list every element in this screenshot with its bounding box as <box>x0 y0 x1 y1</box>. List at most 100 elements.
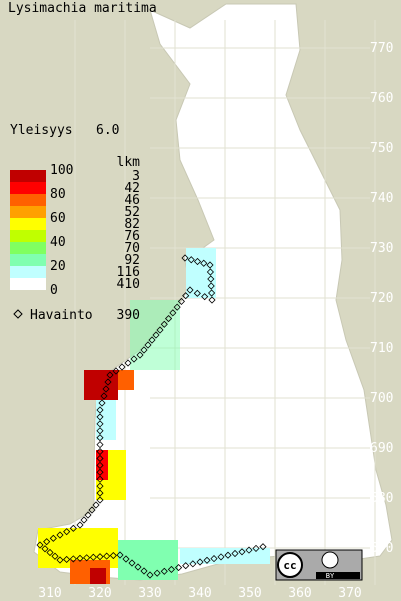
legend-swatch <box>10 266 46 278</box>
observation-marker <box>196 558 204 566</box>
observation-marker <box>96 553 104 561</box>
cc-text: cc <box>283 559 296 572</box>
observation-marker <box>118 363 126 371</box>
observation-marker <box>130 355 138 363</box>
x-label: 310 <box>38 586 61 601</box>
observation-marker <box>46 548 54 557</box>
count: 76 <box>124 229 140 244</box>
legend-swatch <box>10 170 46 182</box>
observation-marker <box>136 351 144 359</box>
y-label: 730 <box>370 241 393 256</box>
count: 46 <box>124 193 140 208</box>
y-label: 760 <box>370 91 393 106</box>
observation-marker <box>100 392 108 400</box>
observation-marker <box>152 331 160 339</box>
observation-marker <box>96 454 104 463</box>
count: 3 <box>132 169 140 184</box>
legend-swatch <box>10 194 46 206</box>
license-badge: cc BY <box>275 549 363 581</box>
scale-label: 100 <box>50 163 73 178</box>
observation-symbol <box>13 309 23 319</box>
observation-marker <box>206 261 214 269</box>
observation-marker <box>144 341 152 349</box>
x-label: 330 <box>138 586 161 601</box>
legend-swatch <box>10 182 46 194</box>
legend-swatch <box>10 230 46 242</box>
observation-marker <box>189 560 197 568</box>
observation-marker <box>96 406 104 414</box>
observation-marker <box>259 543 267 551</box>
observation-label: Havainto <box>30 308 93 323</box>
observation-marker <box>128 559 136 567</box>
observation-marker <box>80 516 88 524</box>
y-label: 740 <box>370 191 393 206</box>
observation-marker <box>36 541 44 549</box>
legend-swatch <box>10 206 46 218</box>
observation-marker <box>201 293 209 301</box>
observation-marker <box>181 254 189 262</box>
cc-circle <box>277 552 303 578</box>
count: 70 <box>124 241 140 256</box>
observation-marker <box>203 556 211 564</box>
observation-count: 390 <box>117 308 140 323</box>
x-label: 340 <box>188 586 211 601</box>
x-label: 370 <box>338 586 361 601</box>
x-label: 350 <box>238 586 261 601</box>
observation-marker <box>96 489 104 497</box>
observation-marker <box>193 257 202 266</box>
observation-marker <box>217 553 225 561</box>
observation-marker <box>106 371 114 379</box>
observation-marker <box>207 275 215 283</box>
observation-marker <box>49 534 57 542</box>
observation-marker <box>160 320 168 328</box>
frequency-value: 6.0 <box>96 123 119 138</box>
count: 410 <box>117 277 140 292</box>
observation-marker <box>103 552 111 560</box>
observation-marker <box>116 551 124 559</box>
observation-marker <box>51 552 59 560</box>
observation-marker <box>207 282 215 290</box>
cell <box>90 568 106 584</box>
x-label: 320 <box>88 586 111 601</box>
observation-marker <box>89 553 97 561</box>
legend-swatch <box>10 278 46 290</box>
observation-marker <box>96 468 104 476</box>
y-label: 680 <box>370 491 393 506</box>
observation-marker <box>96 461 104 469</box>
frequency-label: Yleisyys <box>10 123 73 138</box>
observation-marker <box>56 531 64 539</box>
observation-marker <box>208 296 216 304</box>
observation-marker <box>148 336 156 344</box>
count-header: lkm <box>117 155 141 170</box>
observation-marker <box>245 546 253 554</box>
observation-marker <box>122 555 130 563</box>
observation-marker <box>96 420 104 428</box>
observation-marker <box>96 475 104 483</box>
observation-marker <box>83 554 91 562</box>
observation-marker <box>187 256 195 264</box>
observation-marker <box>165 315 173 323</box>
observation-marker <box>96 496 104 504</box>
observation-marker <box>96 447 104 456</box>
observation-marker <box>92 501 100 509</box>
scale-label: 0 <box>50 283 58 298</box>
observation-marker <box>156 326 164 334</box>
observation-marker <box>200 259 208 267</box>
scale-label: 60 <box>50 211 66 226</box>
legend <box>10 170 46 290</box>
y-label: 700 <box>370 391 393 406</box>
observations <box>36 254 267 579</box>
observation-marker <box>252 544 260 552</box>
observation-marker <box>182 562 190 570</box>
observation-marker <box>96 413 104 421</box>
y-label: 770 <box>370 41 393 56</box>
observation-marker <box>69 524 77 532</box>
observation-marker <box>134 563 142 571</box>
observation-marker <box>102 385 110 393</box>
legend-swatch <box>10 218 46 230</box>
by-circle <box>321 551 339 569</box>
y-label: 750 <box>370 141 393 156</box>
observation-marker <box>177 297 185 305</box>
y-label: 720 <box>370 291 393 306</box>
count: 82 <box>124 217 140 232</box>
